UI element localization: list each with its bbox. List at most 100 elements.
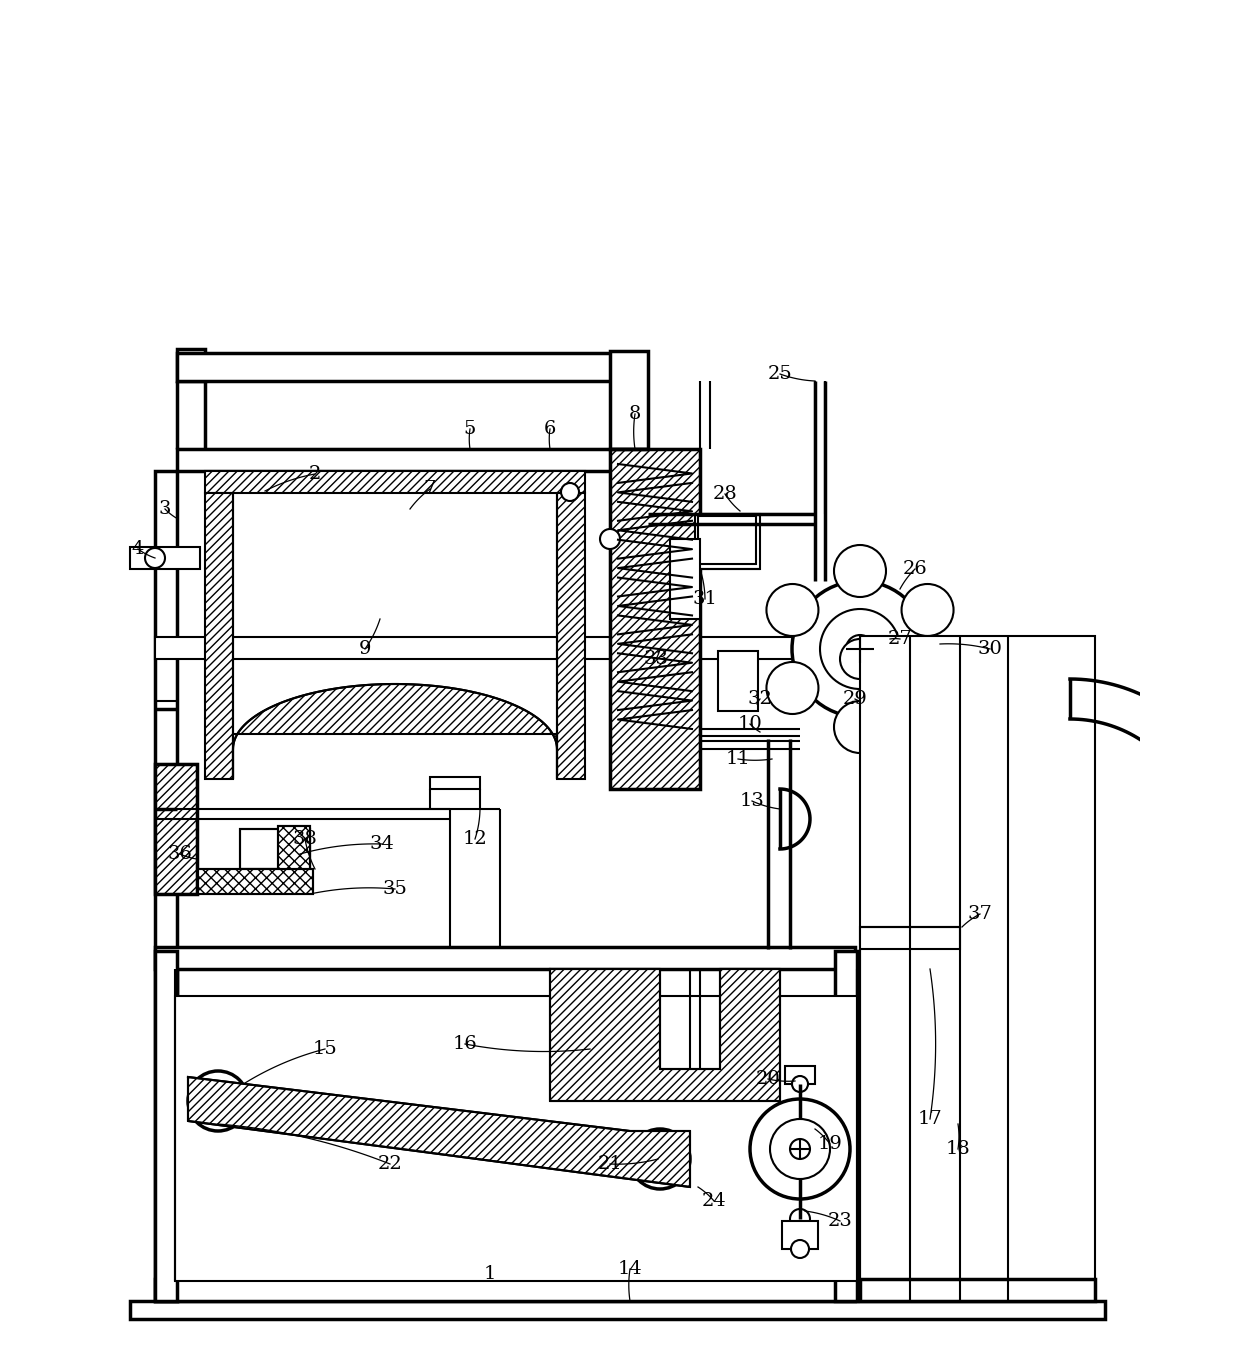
Circle shape — [790, 1139, 810, 1159]
Text: 18: 18 — [946, 1140, 971, 1157]
Text: 19: 19 — [817, 1135, 842, 1153]
Text: 21: 21 — [598, 1155, 622, 1174]
Text: 13: 13 — [739, 792, 764, 809]
Text: 3: 3 — [159, 500, 171, 518]
Circle shape — [792, 581, 928, 718]
Circle shape — [846, 635, 874, 662]
Circle shape — [630, 1129, 689, 1188]
Circle shape — [188, 1071, 248, 1130]
Text: 4: 4 — [131, 540, 144, 558]
Bar — [130, 546, 200, 569]
Text: 24: 24 — [702, 1193, 727, 1210]
Bar — [130, 1300, 1105, 1319]
Text: 25: 25 — [768, 366, 792, 383]
Circle shape — [790, 1209, 810, 1229]
Text: 34: 34 — [370, 835, 394, 853]
Bar — [155, 1279, 856, 1300]
Bar — [610, 351, 649, 449]
Bar — [155, 764, 197, 894]
Text: 17: 17 — [918, 1110, 942, 1128]
Circle shape — [145, 548, 165, 568]
Bar — [175, 996, 857, 1282]
Text: 7: 7 — [424, 480, 436, 498]
Bar — [241, 830, 310, 869]
Bar — [557, 492, 585, 778]
Circle shape — [649, 1147, 672, 1171]
Circle shape — [792, 1077, 808, 1091]
Bar — [835, 951, 857, 1300]
Text: 16: 16 — [453, 1035, 477, 1054]
Text: 6: 6 — [544, 420, 557, 438]
Bar — [718, 652, 758, 711]
Text: 33: 33 — [644, 650, 668, 668]
Bar — [782, 1221, 818, 1249]
Circle shape — [770, 1120, 830, 1179]
Circle shape — [820, 608, 900, 689]
Bar — [861, 635, 1095, 1300]
Bar — [278, 826, 310, 874]
Text: 36: 36 — [167, 844, 192, 863]
Text: 11: 11 — [725, 750, 750, 768]
Text: 12: 12 — [463, 830, 487, 849]
Circle shape — [750, 1099, 849, 1199]
Text: 27: 27 — [888, 630, 913, 648]
Circle shape — [600, 529, 620, 549]
Bar — [785, 1066, 815, 1085]
Text: 37: 37 — [967, 905, 992, 923]
Text: 35: 35 — [383, 880, 408, 898]
Text: 22: 22 — [378, 1155, 402, 1174]
Bar — [177, 449, 613, 471]
Text: 9: 9 — [358, 639, 371, 658]
Bar — [198, 869, 312, 894]
Bar — [694, 514, 760, 569]
Text: 8: 8 — [629, 405, 641, 424]
Bar — [155, 951, 177, 1300]
Text: 28: 28 — [713, 486, 738, 503]
Bar — [198, 869, 312, 894]
Text: 31: 31 — [693, 590, 718, 608]
Bar — [155, 764, 197, 894]
Bar — [698, 517, 756, 564]
Bar — [610, 449, 701, 789]
Text: 10: 10 — [738, 715, 763, 733]
Circle shape — [560, 483, 579, 500]
Bar — [670, 540, 701, 619]
Text: 32: 32 — [748, 689, 773, 708]
Polygon shape — [233, 684, 557, 778]
Bar — [205, 492, 233, 778]
Bar — [177, 353, 637, 380]
Bar — [861, 1279, 1095, 1300]
Text: 30: 30 — [977, 639, 1002, 658]
Bar — [155, 471, 177, 1300]
Circle shape — [766, 662, 818, 714]
Bar — [205, 471, 585, 492]
Circle shape — [901, 662, 954, 714]
Text: 14: 14 — [618, 1260, 642, 1278]
Bar — [177, 349, 205, 380]
Text: 38: 38 — [293, 830, 317, 849]
Circle shape — [839, 639, 880, 679]
Bar — [861, 927, 960, 948]
Circle shape — [206, 1089, 229, 1113]
Polygon shape — [551, 969, 780, 1101]
Text: 5: 5 — [464, 420, 476, 438]
Text: 2: 2 — [309, 465, 321, 483]
Text: 29: 29 — [842, 689, 868, 708]
Bar — [720, 654, 755, 710]
Text: 15: 15 — [312, 1040, 337, 1058]
Circle shape — [901, 584, 954, 635]
Polygon shape — [188, 1077, 689, 1187]
Text: 20: 20 — [755, 1070, 780, 1089]
Circle shape — [766, 584, 818, 635]
Circle shape — [791, 1240, 808, 1259]
Circle shape — [835, 545, 887, 598]
Bar — [241, 830, 310, 869]
Text: 23: 23 — [827, 1211, 852, 1230]
Bar — [610, 449, 701, 789]
Circle shape — [835, 701, 887, 753]
Bar — [430, 777, 480, 789]
Text: 1: 1 — [484, 1265, 496, 1283]
Text: 26: 26 — [903, 560, 928, 577]
Bar — [278, 826, 310, 874]
Bar — [155, 637, 856, 660]
